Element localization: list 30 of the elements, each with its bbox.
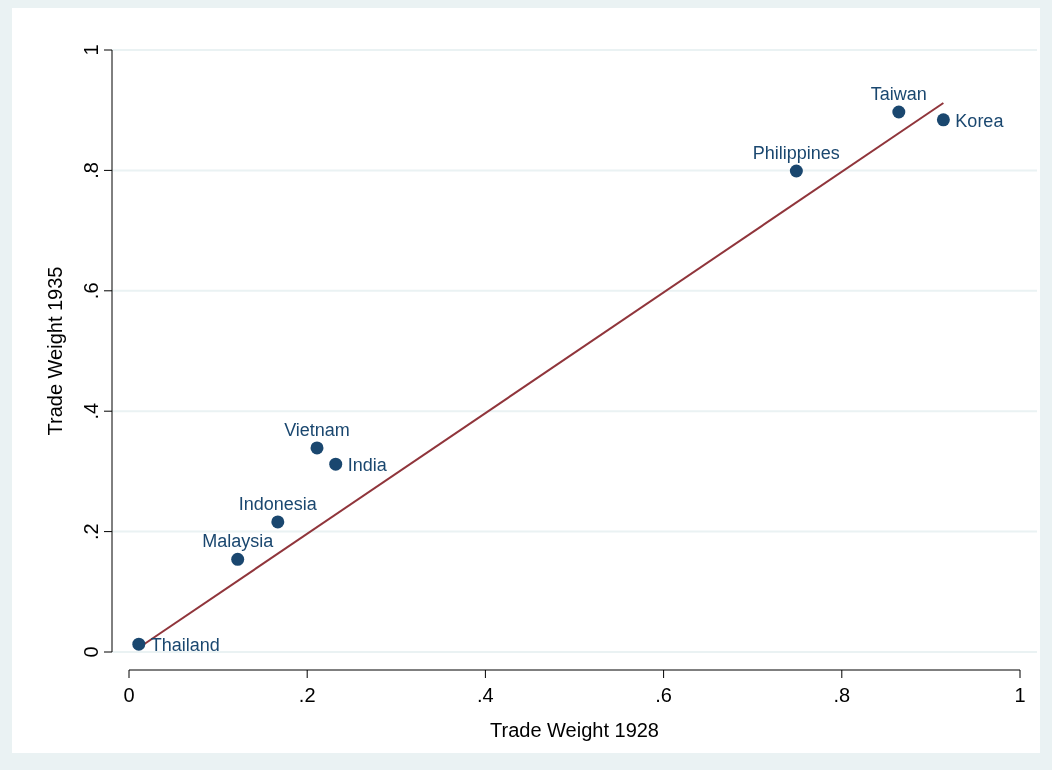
annotation: Korea	[955, 110, 1005, 131]
y-tick-label: .2	[80, 523, 102, 540]
annotation: Indonesia	[238, 493, 318, 514]
y-tick-label: .4	[80, 402, 102, 420]
point	[132, 637, 146, 651]
annotation: Malaysia	[202, 531, 275, 552]
annotation: India	[347, 455, 388, 476]
y-axis-title: Trade Weight 1935	[44, 266, 66, 436]
x-axis-title: Trade Weight 1928	[490, 719, 659, 741]
annotation: Philippines	[752, 143, 840, 163]
y-tick-label: .8	[80, 162, 102, 179]
point	[310, 441, 324, 455]
point	[936, 113, 950, 127]
annotation: Thailand	[150, 635, 220, 656]
x-tick-label: .8	[833, 684, 851, 706]
point	[789, 164, 803, 178]
y-tick-label: 1	[80, 44, 102, 56]
x-tick-label: 0	[123, 684, 135, 706]
x-tick-label: .4	[477, 684, 494, 706]
y-tick-label: 0	[80, 646, 102, 658]
point	[231, 552, 245, 566]
y-tick-label: .6	[80, 282, 102, 300]
point	[271, 515, 285, 529]
x-tick-label: .2	[298, 684, 316, 706]
annotation: Vietnam	[284, 419, 350, 440]
point	[329, 457, 343, 471]
annotation: Taiwan	[870, 84, 927, 105]
point	[892, 105, 906, 119]
x-tick-label: 1	[1014, 684, 1026, 706]
x-tick-label: .6	[655, 684, 672, 706]
